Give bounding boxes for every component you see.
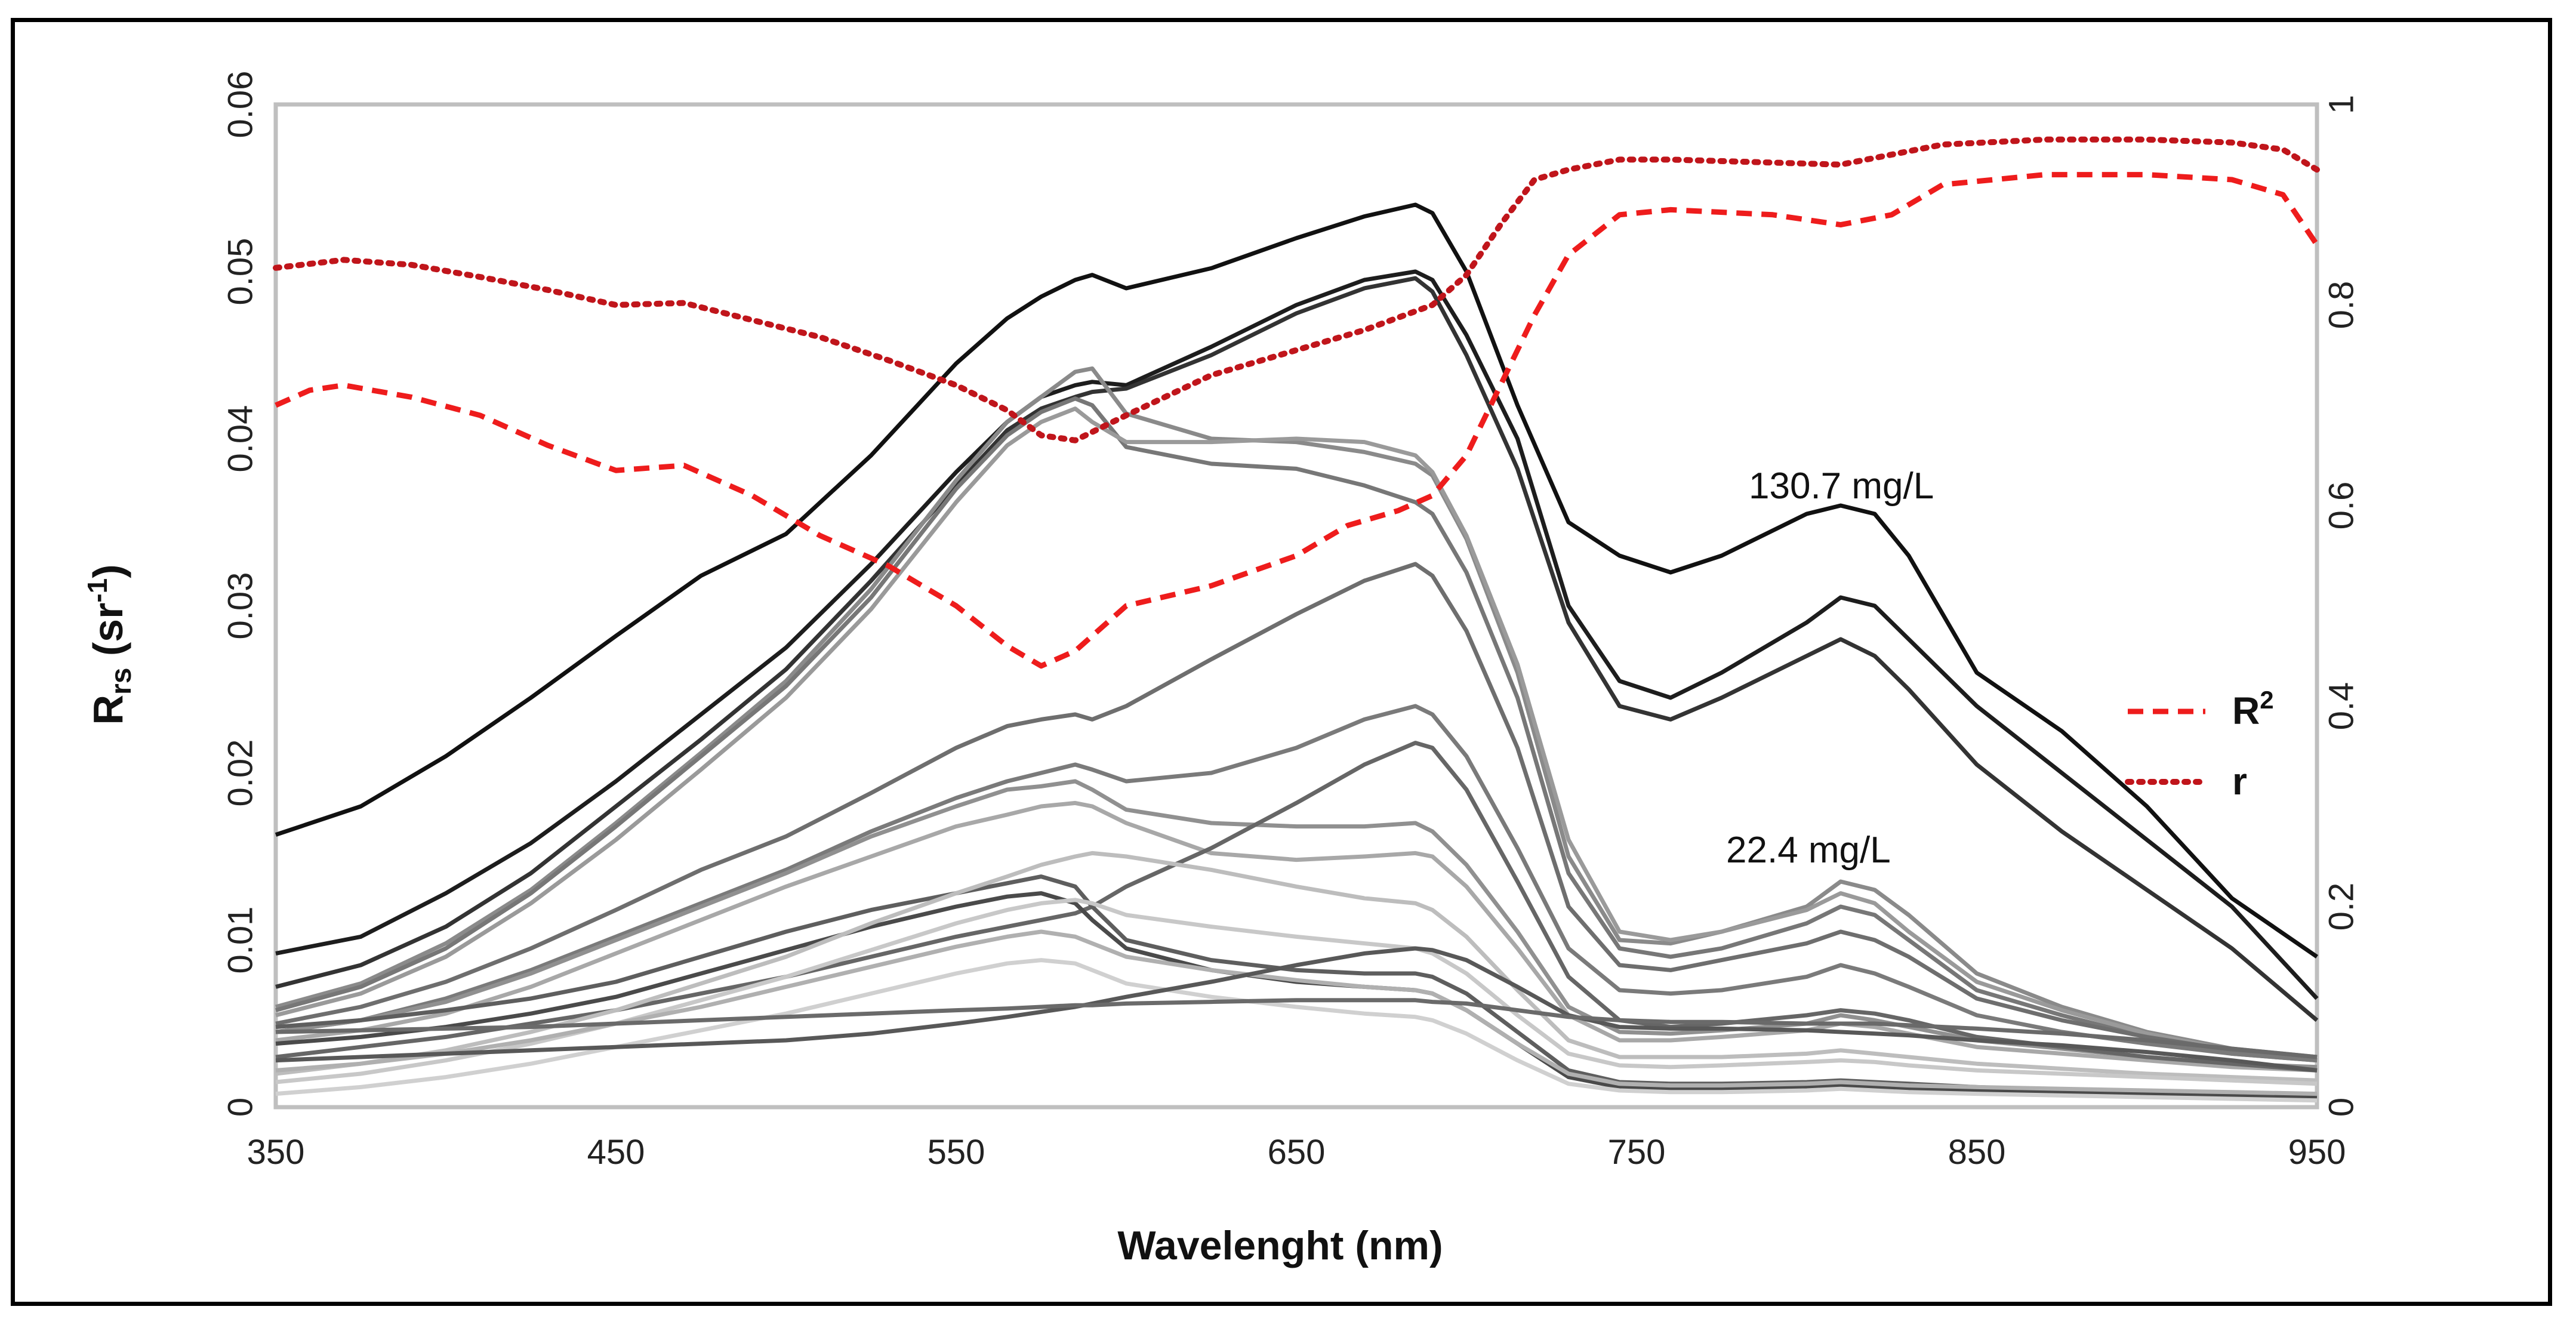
series-line-r2 — [275, 172, 2319, 669]
legend-entry-r: r — [2125, 760, 2247, 803]
annotation-22-4-mg-l: 22.4 mg/L — [1726, 830, 1891, 871]
y-tick-label: 0 — [221, 1098, 260, 1117]
spectrum-line-14 — [275, 851, 2318, 1083]
spectrum-line-2 — [275, 269, 2319, 1000]
axes-layer: 350 450 550 650 750 850 950 0 0.01 0.02 0.03 0.04 0.… — [221, 71, 2361, 1172]
legend-entry-r2: R2 — [2128, 686, 2274, 732]
correlation-series-layer — [273, 136, 2320, 669]
y-tick-label: 0.03 — [221, 572, 260, 640]
spectrum-line-8 — [275, 704, 2318, 1063]
x-tick-label: 650 — [1268, 1133, 1326, 1172]
y-axis-title: Rrs (sr-1) — [82, 564, 137, 725]
x-tick-label: 950 — [2288, 1133, 2346, 1172]
x-tick-label: 750 — [1608, 1133, 1666, 1172]
spectrum-line-19 — [275, 998, 2318, 1059]
spectrum-line-11 — [275, 741, 2318, 1073]
spectrum-line-18 — [275, 946, 2318, 1073]
spectrum-line-7 — [275, 562, 2318, 1059]
y-axis-title-unit-close: ) — [85, 564, 131, 578]
legend: R2 r — [2125, 686, 2274, 803]
spectra-layer — [275, 202, 2319, 1103]
y-axis-title-main: R — [85, 695, 131, 725]
y-tick-label: 0.06 — [221, 71, 260, 138]
x-axis-title: Wavelenght (nm) — [1117, 1223, 1443, 1268]
y2-tick-label: 0 — [2322, 1098, 2361, 1117]
plot-area — [273, 102, 2319, 1110]
annotation-130-7-mg-l: 130.7 mg/L — [1749, 466, 1934, 507]
spectrum-line-5 — [275, 396, 2318, 1063]
y-axis-title-unit-sup: -1 — [82, 578, 113, 603]
y-axis-title-sub: rs — [106, 668, 137, 695]
x-tick-label: 350 — [247, 1133, 305, 1172]
spectrum-line-6 — [275, 406, 2318, 1059]
spectrum-line-3 — [275, 276, 2319, 1022]
legend-label-r: r — [2232, 760, 2247, 803]
spectrum-line-10 — [275, 800, 2318, 1073]
spectrum-line-15 — [275, 898, 2318, 1086]
y-tick-label: 0.01 — [221, 907, 260, 974]
y-tick-label: 0.04 — [221, 405, 260, 473]
x-tick-label: 450 — [587, 1133, 645, 1172]
series-line-r — [273, 136, 2320, 443]
x-tick-label: 850 — [1948, 1133, 2006, 1172]
y-tick-label: 0.05 — [221, 238, 260, 306]
y2-tick-label: 0.2 — [2322, 883, 2361, 931]
spectrum-line-17 — [275, 958, 2318, 1103]
spectrum-line-4 — [275, 366, 2318, 1059]
y2-tick-label: 0.4 — [2322, 682, 2361, 731]
y2-tick-label: 1 — [2322, 95, 2361, 114]
plot-border — [273, 102, 2319, 1110]
spectrum-line-1 — [275, 202, 2318, 959]
y-axis-title-unit: (sr — [85, 603, 131, 668]
legend-label-r2: R2 — [2232, 686, 2274, 732]
spectrum-line-16 — [275, 929, 2318, 1096]
y2-tick-label: 0.8 — [2322, 281, 2361, 329]
y-tick-label: 0.02 — [221, 740, 260, 807]
x-tick-label: 550 — [928, 1133, 985, 1172]
y2-tick-label: 0.6 — [2322, 482, 2361, 530]
